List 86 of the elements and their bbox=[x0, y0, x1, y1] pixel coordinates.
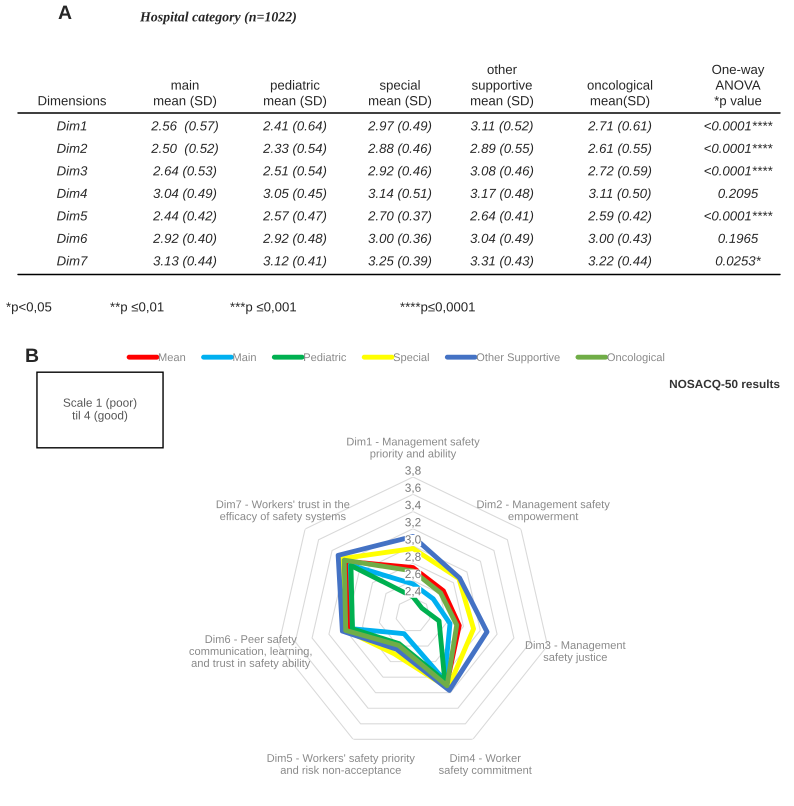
text: <0.0001**** bbox=[704, 166, 773, 176]
text: 2.56 (0.57) bbox=[151, 120, 218, 134]
text: 3.05 (0.45) bbox=[263, 188, 326, 201]
text: 3.04 (0.49) bbox=[153, 188, 216, 201]
text: 2.33 (0.54) bbox=[263, 143, 326, 156]
legend-label: Pediatric bbox=[304, 353, 346, 362]
text: A bbox=[58, 6, 72, 20]
text: ****p≤0,0001 bbox=[400, 302, 475, 314]
text: One-way ANOVA *p value bbox=[712, 64, 764, 108]
spoke-label: Dim4 - Worker safety commitment bbox=[438, 754, 532, 776]
y-tick-label: 2,6 bbox=[405, 570, 421, 580]
y-tick-label: 3,8 bbox=[405, 466, 421, 476]
legend-label: Other Supportive bbox=[476, 353, 560, 364]
text: 2.70 (0.37) bbox=[368, 210, 432, 224]
text: 2.44 (0.42) bbox=[153, 210, 216, 224]
text: 3.00 (0.36) bbox=[368, 233, 432, 246]
text: 3.04 (0.49) bbox=[470, 233, 534, 246]
text: 2.59 (0.42) bbox=[588, 210, 652, 224]
text: 0.1965 bbox=[718, 234, 758, 244]
y-tick-label: 2,8 bbox=[405, 552, 421, 562]
text: 3.12 (0.41) bbox=[263, 256, 326, 268]
text: Hospital category (n=1022) bbox=[140, 12, 296, 24]
text: 3.11 (0.52) bbox=[470, 120, 533, 134]
text: Dim2 bbox=[57, 143, 88, 153]
text: oncological mean(SD) bbox=[588, 80, 652, 108]
text: 2.41 (0.64) bbox=[263, 120, 326, 134]
y-tick-label: 3,6 bbox=[405, 484, 421, 494]
text: 2.72 (0.59) bbox=[588, 166, 652, 178]
legend-label: Oncological bbox=[607, 353, 664, 364]
text: 0.2095 bbox=[718, 188, 758, 198]
y-tick-label: 3,4 bbox=[405, 500, 421, 511]
text: Dim6 bbox=[57, 233, 88, 244]
text: **p ≤0,01 bbox=[110, 302, 164, 314]
text: 2.64 (0.53) bbox=[153, 166, 216, 178]
text: 3.14 (0.51) bbox=[368, 188, 432, 201]
text: 2.51 (0.54) bbox=[263, 166, 326, 178]
text: 2.88 (0.46) bbox=[368, 143, 432, 156]
legend-label: Special bbox=[394, 353, 429, 364]
legend-label: Main bbox=[233, 353, 256, 362]
spoke-label: Dim3 - Management safety justice bbox=[526, 640, 626, 664]
text: 3.08 (0.46) bbox=[470, 166, 534, 178]
text: B bbox=[26, 348, 38, 362]
text: 3.13 (0.44) bbox=[153, 256, 216, 268]
text: main mean (SD) bbox=[154, 80, 216, 108]
text: 2.97 (0.49) bbox=[368, 120, 432, 134]
text: *p<0,05 bbox=[6, 302, 52, 314]
text: Dim5 bbox=[57, 210, 88, 221]
text: Scale 1 (poor) til 4 (good) bbox=[63, 398, 136, 422]
text: 2.92 (0.46) bbox=[368, 166, 432, 178]
legend-label: Mean bbox=[158, 353, 186, 362]
spoke-label: Dim7 - Workers' trust in the efficacy of safety systems bbox=[216, 500, 350, 522]
spoke-label: Dim6 - Peer safety communication, learning, and trust in safety ability bbox=[189, 634, 312, 670]
spoke-label: Dim2 - Management safety empowerment bbox=[477, 500, 610, 522]
y-tick-label: 2,4 bbox=[405, 587, 421, 597]
text: <0.0001**** bbox=[704, 211, 773, 221]
text: other supportive mean (SD) bbox=[470, 64, 534, 108]
text: special mean (SD) bbox=[368, 80, 432, 108]
text: 3.25 (0.39) bbox=[368, 256, 432, 268]
text: Dim1 bbox=[57, 120, 86, 130]
spoke-label: Dim1 - Management safety priority and ability bbox=[347, 437, 480, 460]
text: 2.64 (0.41) bbox=[470, 210, 534, 224]
text: <0.0001**** bbox=[704, 121, 773, 131]
text: 2.57 (0.47) bbox=[263, 210, 326, 224]
text: 0.0253* bbox=[716, 256, 762, 266]
text: pediatric mean (SD) bbox=[264, 80, 326, 108]
text: 2.92 (0.48) bbox=[263, 233, 326, 246]
text: 3.22 (0.44) bbox=[588, 256, 652, 268]
text: 3.11 (0.50) bbox=[588, 188, 651, 201]
text: NOSACQ-50 results bbox=[670, 379, 780, 390]
text: ***p ≤0,001 bbox=[230, 302, 296, 314]
text: 2.89 (0.55) bbox=[470, 143, 534, 156]
text: 3.00 (0.43) bbox=[588, 233, 652, 246]
text: Dim4 bbox=[57, 188, 87, 198]
text: Dim3 bbox=[57, 166, 88, 176]
text: 3.17 (0.48) bbox=[470, 188, 534, 201]
text: Dimensions bbox=[38, 96, 106, 106]
text: 2.92 (0.40) bbox=[153, 233, 216, 246]
text: 2.61 (0.55) bbox=[588, 143, 652, 156]
spoke-label: Dim5 - Workers' safety priority and risk non-acceptance bbox=[268, 754, 415, 776]
y-tick-label: 3,2 bbox=[405, 518, 421, 528]
y-tick-label: 3,0 bbox=[405, 535, 421, 546]
text: 3.31 (0.43) bbox=[470, 256, 534, 268]
text: Dim7 bbox=[57, 256, 88, 266]
text: 2.50 (0.52) bbox=[151, 143, 218, 156]
text: 2.71 (0.61) bbox=[588, 120, 652, 134]
text: <0.0001**** bbox=[704, 144, 773, 154]
